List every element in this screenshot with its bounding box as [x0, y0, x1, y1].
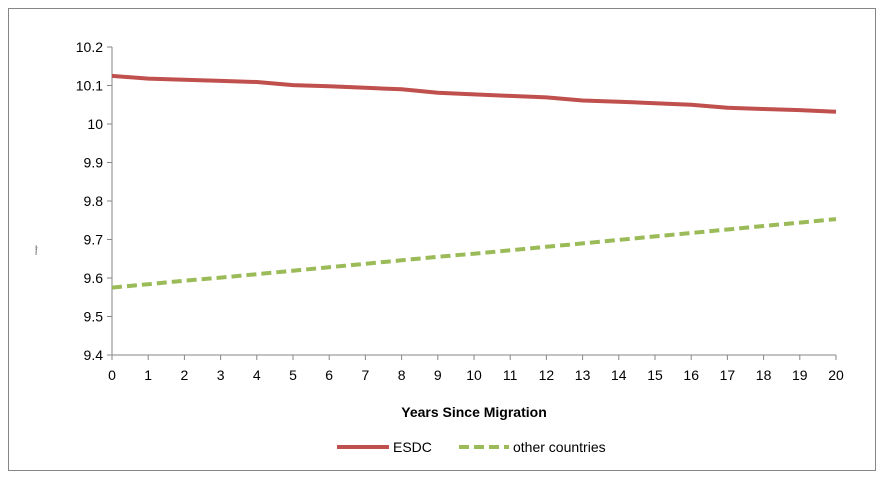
x-tick-label: 3 — [217, 367, 225, 383]
x-axis-label: Years Since Migration — [401, 404, 547, 420]
x-tick-label: 8 — [398, 367, 406, 383]
x-tick-label: 12 — [539, 367, 555, 383]
x-tick-label: 19 — [792, 367, 808, 383]
x-tick-label: 20 — [828, 367, 844, 383]
y-tick-label: 9.6 — [84, 270, 104, 286]
y-tick-label: 10 — [87, 116, 103, 132]
x-axis-ticks: 0 1 2 3 4 5 6 7 8 9 10 11 12 13 14 15 16 17 18 19 20 — [108, 355, 844, 383]
x-tick-label: 0 — [108, 367, 116, 383]
y-axis-label: lnwage — [34, 245, 38, 255]
y-tick-label: 9.5 — [84, 309, 104, 325]
x-tick-label: 5 — [289, 367, 297, 383]
y-axis-ticks: 9.4 9.5 9.6 9.7 9.8 9.9 10 10.1 10.2 — [76, 39, 112, 363]
x-tick-label: 1 — [144, 367, 152, 383]
x-tick-label: 16 — [683, 367, 699, 383]
y-tick-label: 9.4 — [84, 347, 104, 363]
legend-label-other-countries: other countries — [513, 439, 606, 455]
y-tick-label: 9.7 — [84, 232, 104, 248]
y-tick-label: 9.8 — [84, 193, 104, 209]
legend: ESDC other countries — [337, 439, 606, 455]
series-lines — [111, 73, 837, 290]
x-tick-label: 6 — [325, 367, 333, 383]
series-line-esdc — [111, 73, 837, 114]
x-tick-label: 18 — [756, 367, 772, 383]
x-tick-label: 7 — [362, 367, 370, 383]
x-tick-label: 13 — [575, 367, 591, 383]
legend-label-esdc: ESDC — [393, 439, 432, 455]
y-tick-label: 10.1 — [76, 78, 103, 94]
x-tick-label: 14 — [611, 367, 627, 383]
y-tick-label: 9.9 — [84, 155, 104, 171]
x-tick-label: 4 — [253, 367, 261, 383]
x-tick-label: 2 — [181, 367, 189, 383]
y-tick-label: 10.2 — [76, 39, 103, 55]
x-tick-label: 10 — [466, 367, 482, 383]
x-tick-label: 17 — [720, 367, 736, 383]
series-line-other-countries — [111, 217, 837, 290]
x-tick-label: 15 — [647, 367, 663, 383]
x-tick-label: 11 — [503, 367, 518, 383]
x-tick-label: 9 — [434, 367, 442, 383]
